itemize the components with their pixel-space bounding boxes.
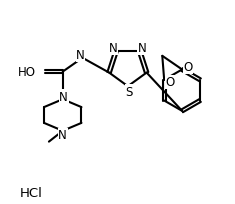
Text: S: S [125,85,133,98]
Text: HCl: HCl [19,186,42,199]
Text: O: O [165,76,175,89]
Text: N: N [58,129,67,142]
Text: HO: HO [18,66,36,79]
Text: N: N [76,49,85,62]
Text: N: N [59,90,68,103]
Text: O: O [183,61,193,74]
Text: N: N [109,42,118,55]
Text: N: N [138,42,147,55]
